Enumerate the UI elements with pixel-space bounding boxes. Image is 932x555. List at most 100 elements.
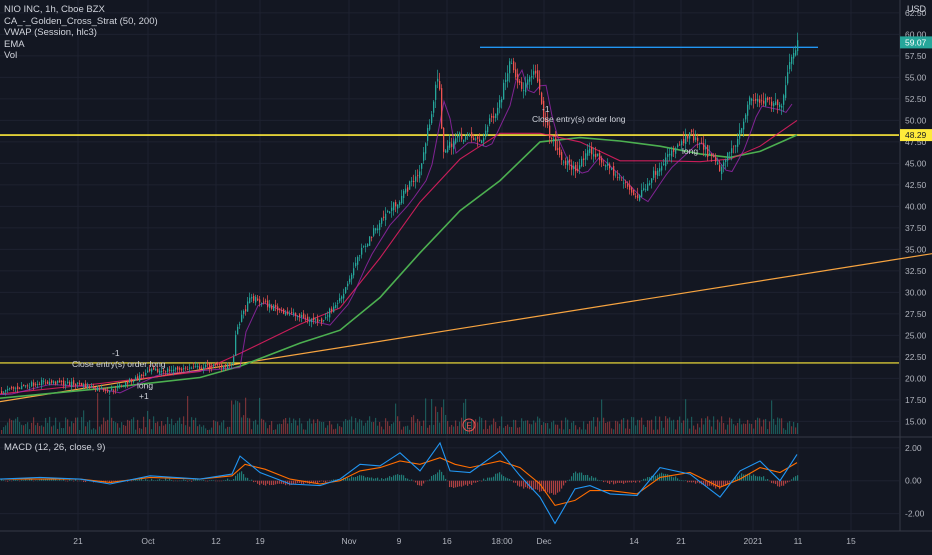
volume-bar bbox=[789, 421, 791, 434]
volume-bar bbox=[43, 426, 45, 434]
last-price-tag bbox=[900, 36, 932, 49]
volume-bar bbox=[435, 406, 437, 434]
candle-body bbox=[363, 245, 365, 247]
macd-histogram-bar bbox=[107, 480, 109, 482]
volume-bar bbox=[497, 428, 499, 434]
candle-body bbox=[209, 363, 211, 369]
volume-bar bbox=[377, 425, 379, 434]
candle-body bbox=[585, 153, 587, 160]
candle-body bbox=[481, 140, 483, 144]
price-tick-label: 50.00 bbox=[905, 115, 927, 125]
candle-body bbox=[459, 132, 461, 136]
volume-bar bbox=[77, 417, 79, 434]
candle-body bbox=[193, 366, 195, 368]
volume-bar bbox=[683, 420, 685, 434]
indicator-vol[interactable]: Vol bbox=[4, 50, 18, 61]
volume-bar bbox=[119, 427, 121, 434]
volume-bar bbox=[617, 421, 619, 434]
macd-histogram-bar bbox=[425, 480, 427, 482]
candle-body bbox=[641, 189, 643, 197]
macd-histogram-bar bbox=[431, 476, 433, 481]
candle-body bbox=[559, 147, 561, 155]
candle-body bbox=[413, 180, 415, 183]
candle-body bbox=[171, 370, 173, 372]
candle-body bbox=[175, 367, 177, 370]
volume-bar bbox=[275, 429, 277, 434]
macd-histogram-bar bbox=[615, 480, 617, 484]
macd-histogram-bar bbox=[167, 479, 169, 481]
candle-body bbox=[317, 318, 319, 323]
candle-body bbox=[235, 334, 237, 356]
candle-body bbox=[265, 300, 267, 302]
candle-body bbox=[177, 366, 179, 370]
volume-bar bbox=[627, 419, 629, 434]
macd-histogram-bar bbox=[667, 474, 669, 481]
volume-bar bbox=[721, 416, 723, 434]
volume-bar bbox=[175, 423, 177, 434]
macd-histogram-bar bbox=[413, 480, 415, 482]
candle-body bbox=[657, 170, 659, 176]
candle-body bbox=[323, 320, 325, 321]
macd-histogram-bar bbox=[587, 474, 589, 481]
volume-bar bbox=[457, 426, 459, 434]
macd-histogram-bar bbox=[229, 479, 231, 481]
macd-histogram-bar bbox=[649, 477, 651, 481]
candle-body bbox=[451, 143, 453, 147]
macd-histogram-bar bbox=[243, 474, 245, 481]
volume-bar bbox=[373, 422, 375, 434]
candle-body bbox=[141, 374, 143, 377]
volume-bar bbox=[21, 424, 23, 434]
candle-body bbox=[571, 164, 573, 170]
time-tick-label: 16 bbox=[442, 536, 452, 546]
candle-body bbox=[169, 369, 171, 371]
candle-body bbox=[371, 237, 373, 238]
indicator-vwap[interactable]: VWAP (Session, hlc3) bbox=[4, 27, 97, 38]
volume-bar bbox=[135, 429, 137, 434]
symbol-title[interactable]: NIO INC, 1h, Cboe BZX bbox=[4, 4, 105, 15]
volume-bar bbox=[685, 399, 687, 434]
candle-body bbox=[541, 92, 543, 104]
macd-histogram-bar bbox=[443, 475, 445, 481]
candle-body bbox=[191, 367, 193, 369]
macd-histogram-bar bbox=[533, 480, 535, 490]
volume-bar bbox=[33, 417, 35, 434]
macd-histogram-bar bbox=[155, 480, 157, 481]
volume-bar bbox=[641, 417, 643, 434]
candle-body bbox=[699, 142, 701, 144]
volume-bar bbox=[607, 421, 609, 434]
macd-histogram-bar bbox=[655, 475, 657, 481]
macd-legend[interactable]: MACD (12, 26, close, 9) bbox=[4, 442, 106, 453]
macd-histogram-bar bbox=[231, 480, 233, 481]
macd-histogram-bar bbox=[245, 477, 247, 481]
volume-bar bbox=[151, 429, 153, 434]
candle-body bbox=[273, 305, 275, 311]
volume-bar bbox=[645, 426, 647, 434]
volume-bar bbox=[291, 423, 293, 434]
macd-histogram-bar bbox=[719, 480, 721, 490]
macd-histogram-bar bbox=[9, 480, 11, 481]
volume-bar bbox=[337, 423, 339, 434]
volume-bar bbox=[173, 425, 175, 434]
candle-body bbox=[355, 262, 357, 267]
candle-body bbox=[493, 116, 495, 118]
volume-bar bbox=[389, 425, 391, 434]
macd-histogram-bar bbox=[257, 480, 259, 484]
volume-bar bbox=[697, 423, 699, 434]
candle-body bbox=[353, 268, 355, 276]
strategy-label: long bbox=[137, 381, 153, 391]
candle-body bbox=[651, 178, 653, 183]
macd-histogram-bar bbox=[495, 473, 497, 481]
volume-bar bbox=[45, 417, 47, 434]
macd-histogram-bar bbox=[403, 475, 405, 481]
macd-histogram-bar bbox=[213, 480, 215, 482]
indicator-golden-cross[interactable]: CA_-_Golden_Cross_Strat (50, 200) bbox=[4, 15, 158, 27]
volume-bar bbox=[729, 417, 731, 434]
macd-histogram-bar bbox=[679, 479, 681, 481]
candle-body bbox=[289, 313, 291, 315]
macd-histogram-bar bbox=[325, 480, 327, 483]
candle-body bbox=[695, 137, 697, 140]
volume-bar bbox=[717, 419, 719, 434]
indicator-ema[interactable]: EMA bbox=[4, 38, 25, 50]
volume-bar bbox=[663, 427, 665, 434]
